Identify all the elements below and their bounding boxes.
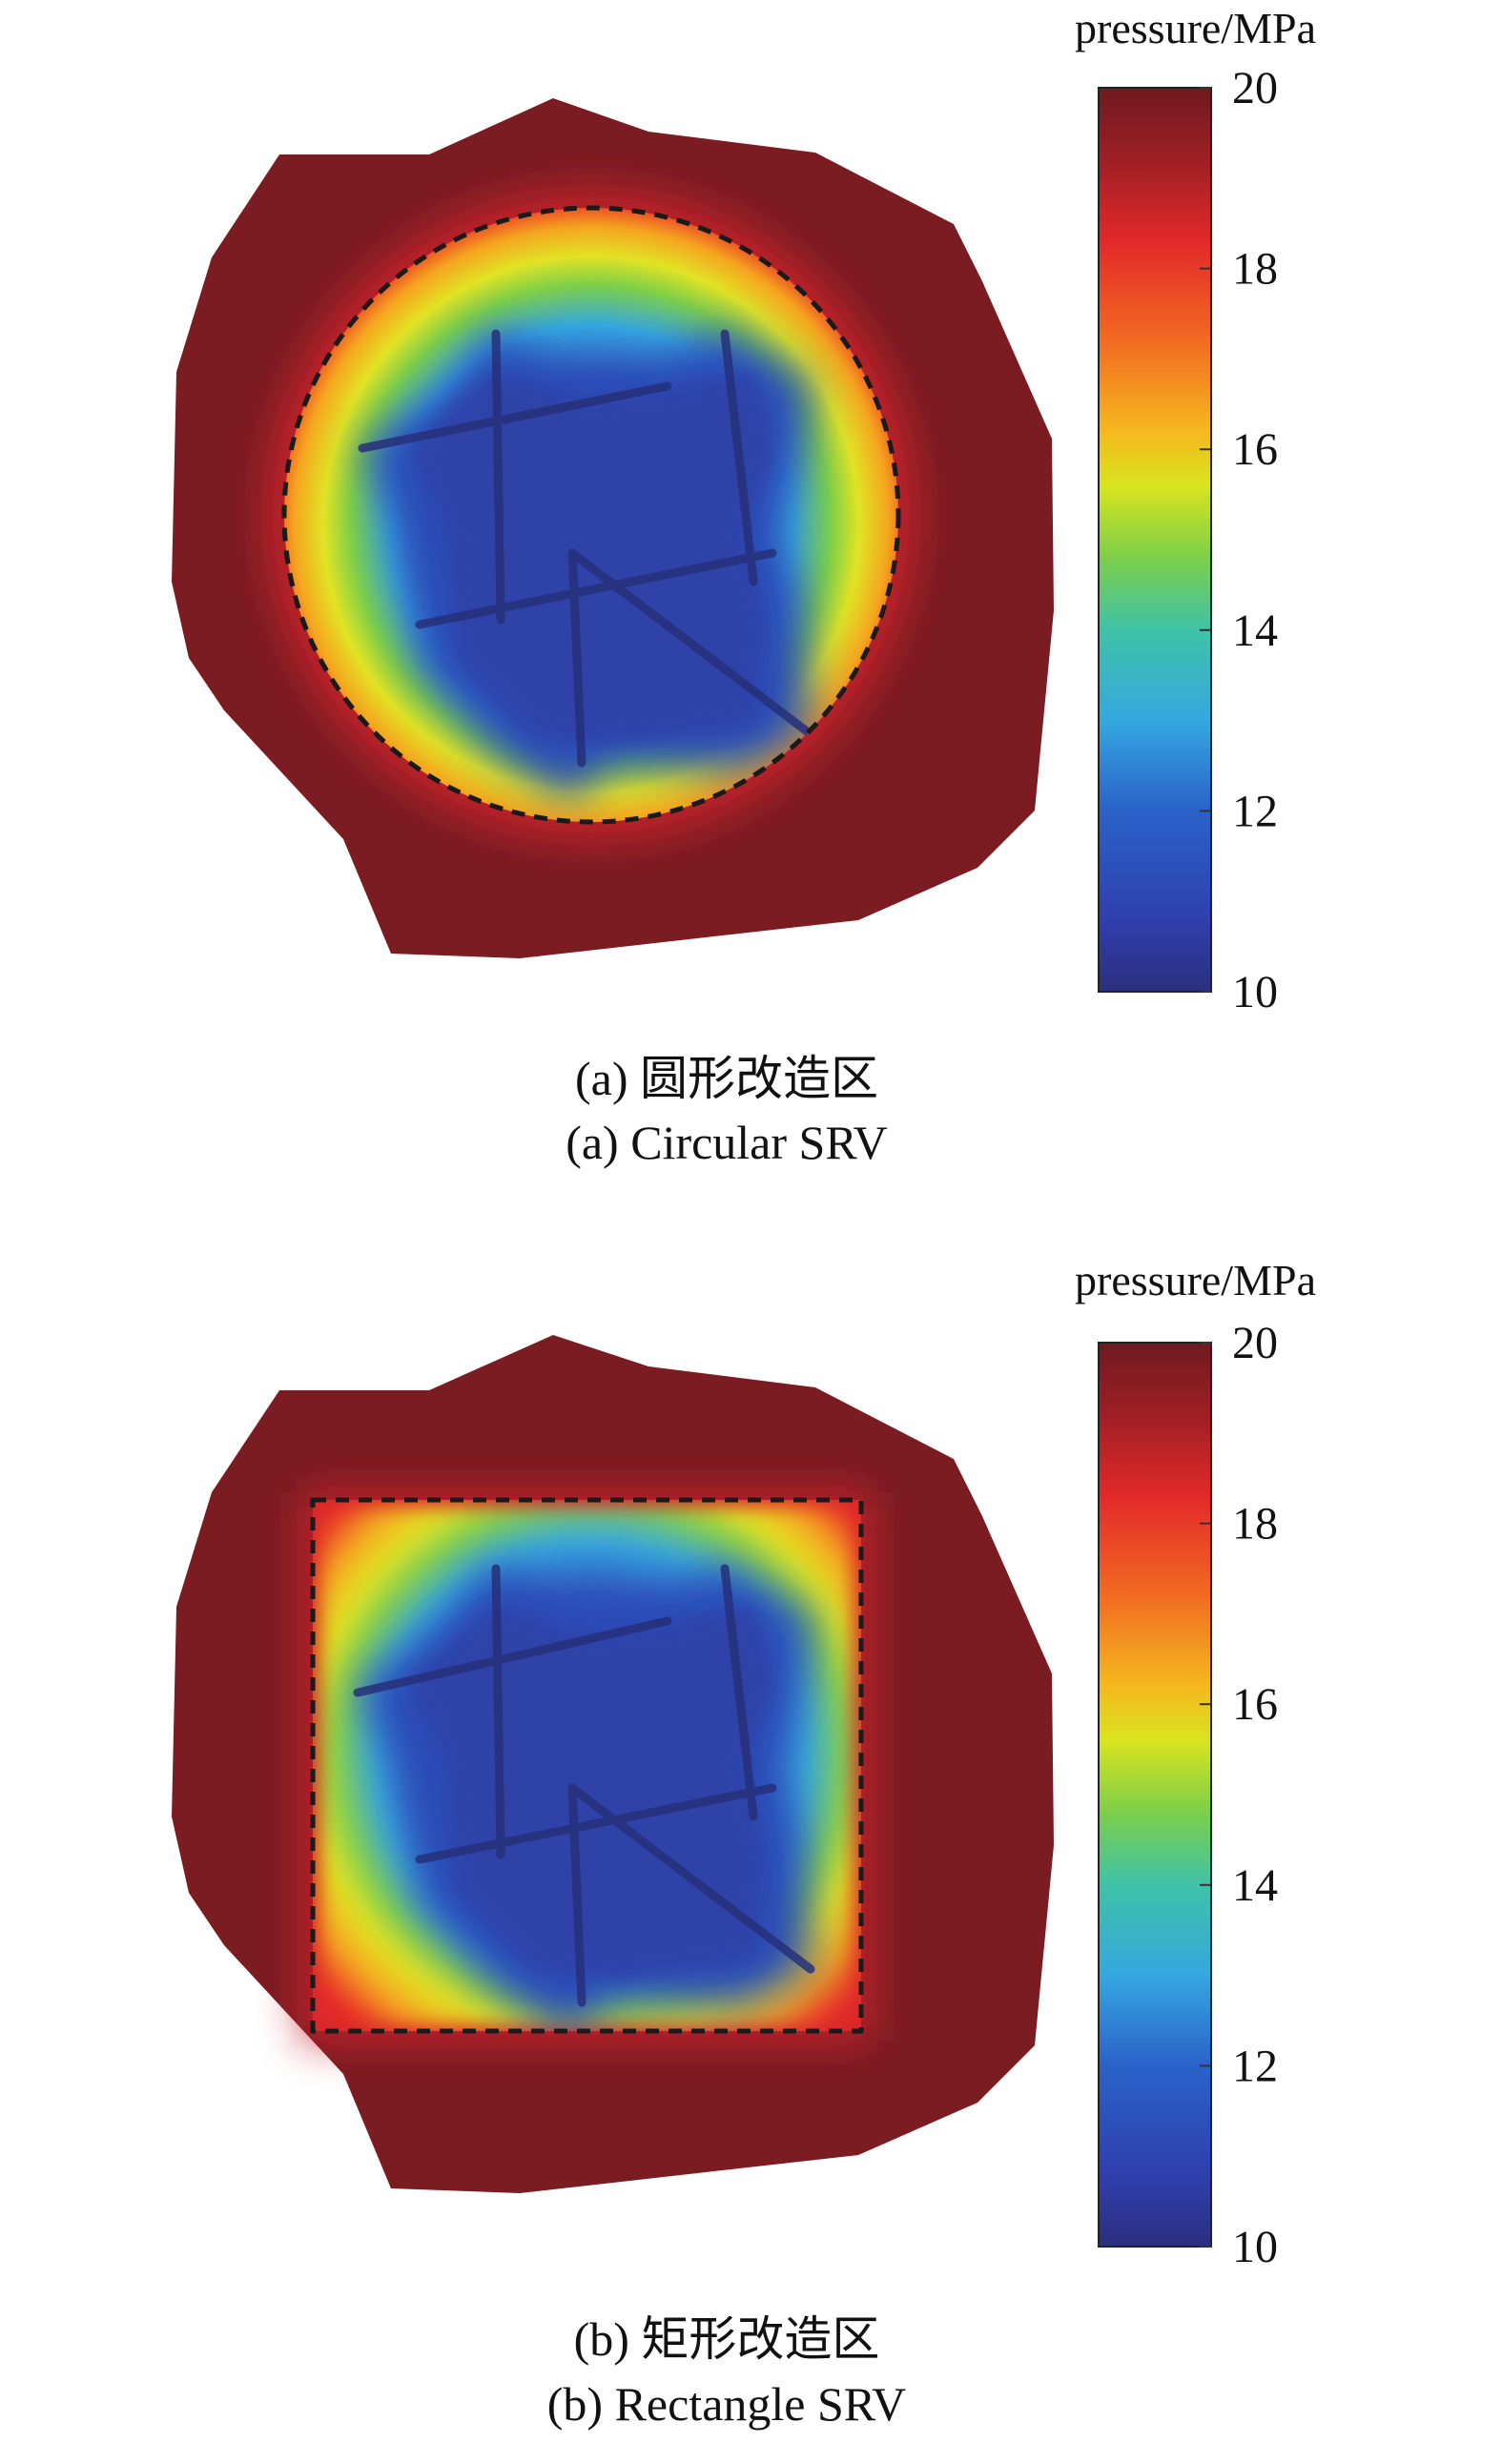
colorbar-b-ticks: 20 18 16 14 12 10	[1200, 1318, 1278, 2272]
fractures-b	[353, 1564, 815, 2007]
colorbar-a-title: pressure/MPa	[1075, 4, 1316, 52]
colorbar-tick-label: 12	[1232, 786, 1278, 836]
colorbar-tick-label: 12	[1232, 2041, 1278, 2091]
colorbar-b: pressure/MPa 20 18 16 14 12 10	[1075, 1256, 1316, 2272]
colorbar-tick-label: 18	[1232, 1499, 1278, 1550]
colorbar-a-gradient	[1098, 87, 1212, 993]
colorbar-tick-label: 16	[1232, 424, 1278, 475]
colorbar-b-gradient	[1098, 1342, 1212, 2248]
colorbar-tick-label: 20	[1232, 1318, 1278, 1368]
caption-a-en: (a) Circular SRV	[566, 1116, 888, 1169]
colorbar-b-title: pressure/MPa	[1075, 1256, 1316, 1304]
caption-b-cn: (b) 矩形改造区	[574, 2312, 880, 2366]
colorbar-tick-label: 20	[1232, 63, 1278, 113]
colorbar-tick-label: 10	[1232, 967, 1278, 1017]
colorbar-tick-label: 18	[1232, 244, 1278, 295]
panel-b	[172, 1335, 1054, 2193]
colorbar-tick-label: 16	[1232, 1679, 1278, 1730]
colorbar-tick-label: 14	[1232, 606, 1278, 656]
panel-a	[172, 98, 1054, 958]
caption-a-cn: (a) 圆形改造区	[575, 1052, 878, 1105]
fractures-a	[358, 329, 815, 768]
srv-boundary-rectangle	[310, 1497, 864, 2034]
colorbar-a-ticks: 20 18 16 14 12 10	[1200, 63, 1278, 1017]
srv-boundary-circle	[281, 205, 901, 825]
caption-b-en: (b) Rectangle SRV	[547, 2377, 906, 2431]
colorbar-tick-label: 10	[1232, 2222, 1278, 2272]
colorbar-a: pressure/MPa 20 18 16 14 12 10	[1075, 4, 1316, 1017]
colorbar-tick-label: 14	[1232, 1860, 1278, 1911]
